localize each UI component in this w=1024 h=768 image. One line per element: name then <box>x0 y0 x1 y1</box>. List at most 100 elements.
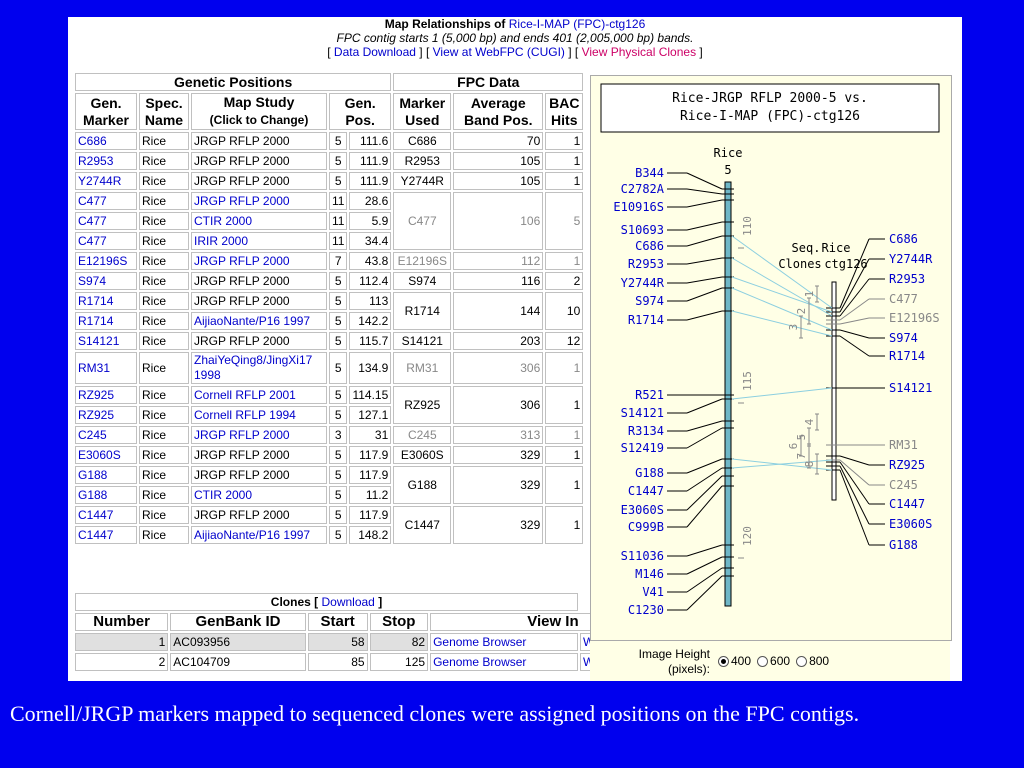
map-study-cell: JRGP RFLP 2000 <box>191 332 327 350</box>
left-marker-connector <box>686 235 723 247</box>
marker-used: E3060S <box>393 446 452 464</box>
gen-marker-link[interactable]: S14121 <box>75 332 137 350</box>
map-study-cell: JRGP RFLP 2000 <box>191 466 327 484</box>
gen-marker-link[interactable]: C477 <box>75 232 137 250</box>
genetic-position: 113 <box>349 292 392 310</box>
height-option-800[interactable]: 800 <box>796 654 829 668</box>
gen-marker-link[interactable]: C245 <box>75 426 137 444</box>
scale-tick-label: 120 <box>741 526 754 546</box>
right-map-label: Rice <box>822 241 851 255</box>
genome-browser-link[interactable]: Genome Browser <box>430 653 578 671</box>
genetic-position: 114.15 <box>349 386 392 404</box>
page-title: Map Relationships of <box>384 17 509 31</box>
left-marker-label: C999B <box>628 520 664 534</box>
data-download-link[interactable]: Data Download <box>333 45 416 59</box>
gen-marker-link[interactable]: C686 <box>75 132 137 150</box>
map-study-cell[interactable]: Cornell RFLP 1994 <box>191 406 327 424</box>
map-study-cell[interactable]: JRGP RFLP 2000 <box>191 192 327 210</box>
chromosome-number: 5 <box>329 172 348 190</box>
image-height-label: Image Height <box>638 647 710 661</box>
clones-download-link[interactable]: Download <box>321 595 375 609</box>
left-marker-connector <box>686 467 723 492</box>
average-band-pos: 70 <box>453 132 544 150</box>
gen-marker-link[interactable]: RZ925 <box>75 406 137 424</box>
chromosome-number: 5 <box>329 332 348 350</box>
chromosome-number: 5 <box>329 506 348 524</box>
genetic-position: 31 <box>349 426 392 444</box>
genetic-row: C1447 Rice AijiaoNante/P16 1997 5 148.2 <box>75 526 583 544</box>
average-band-pos: 313 <box>453 426 544 444</box>
map-study-cell[interactable]: IRIR 2000 <box>191 232 327 250</box>
gen-marker-link[interactable]: RM31 <box>75 352 137 384</box>
gen-marker-link[interactable]: G188 <box>75 486 137 504</box>
slide-caption: Cornell/JRGP markers mapped to sequenced… <box>10 701 860 726</box>
map-study-cell[interactable]: CTIR 2000 <box>191 212 327 230</box>
col-bac-hits: BAC Hits <box>545 93 584 130</box>
radio-icon[interactable] <box>718 656 729 668</box>
left-marker-label: S10693 <box>621 223 664 237</box>
genetic-row: C1447 Rice JRGP RFLP 2000 5 117.9 C1447 329 1 <box>75 506 584 544</box>
height-option-600[interactable]: 600 <box>757 654 790 668</box>
height-option-400[interactable]: 400 <box>718 654 751 668</box>
col-map-study[interactable]: Map Study (Click to Change) <box>191 93 327 130</box>
left-marker-connector <box>686 567 723 593</box>
radio-icon[interactable] <box>796 656 808 668</box>
physical-clones-link[interactable]: View Physical Clones <box>581 45 697 59</box>
marker-used: C1447 <box>393 506 452 544</box>
gen-marker-link[interactable]: C1447 <box>75 526 137 544</box>
bac-hits: 1 <box>545 466 584 504</box>
left-marker-connector <box>686 287 723 302</box>
map-study-cell[interactable]: JRGP RFLP 2000 <box>191 426 327 444</box>
gen-marker-link[interactable]: Y2744R <box>75 172 137 190</box>
gen-marker-link[interactable]: G188 <box>75 466 137 484</box>
genetic-row: C477 Rice CTIR 2000 11 5.9 <box>75 212 583 230</box>
map-study-cell[interactable]: CTIR 2000 <box>191 486 327 504</box>
genetic-position: 134.9 <box>349 352 392 384</box>
height-option-label: 800 <box>809 654 830 668</box>
genetic-row: G188 Rice CTIR 2000 5 11.2 <box>75 486 583 504</box>
contig-link[interactable]: Rice-I-MAP (FPC)-ctg126 <box>508 17 646 31</box>
left-marker-label: R521 <box>635 388 664 402</box>
left-marker-connector <box>686 398 723 414</box>
right-marker-connector <box>839 465 870 525</box>
right-marker-connector <box>839 278 870 317</box>
marker-used: Y2744R <box>393 172 452 190</box>
map-study-cell[interactable]: Cornell RFLP 2001 <box>191 386 327 404</box>
gen-marker-link[interactable]: R1714 <box>75 292 137 310</box>
map-study-cell[interactable]: ZhaiYeQing8/JingXi17 1998 <box>191 352 327 384</box>
left-marker-connector <box>686 276 723 284</box>
chromosome-number: 11 <box>329 232 348 250</box>
average-band-pos: 203 <box>453 332 544 350</box>
genetic-row: E12196S Rice JRGP RFLP 2000 7 43.8 E12196S 112… <box>75 252 584 270</box>
right-marker-label: RM31 <box>889 438 918 452</box>
correspondence-line <box>731 458 833 471</box>
gen-marker-link[interactable]: C477 <box>75 212 137 230</box>
screenshot-panel: Map Relationships of Rice-I-MAP (FPC)-ct… <box>68 17 962 681</box>
gen-marker-link[interactable]: C1447 <box>75 506 137 524</box>
chromosome-number: 5 <box>329 526 348 544</box>
clone-stop: 125 <box>369 653 429 671</box>
col-gen-pos: Gen. Pos. <box>329 93 392 130</box>
gen-marker-link[interactable]: R2953 <box>75 152 137 170</box>
map-study-cell[interactable]: AijiaoNante/P16 1997 <box>191 312 327 330</box>
genbank-id: AC104709 <box>170 653 306 671</box>
map-study-cell[interactable]: AijiaoNante/P16 1997 <box>191 526 327 544</box>
genetic-row: E3060S Rice JRGP RFLP 2000 5 117.9 E3060S 329 1 <box>75 446 584 464</box>
webfpc-link[interactable]: View at WebFPC (CUGI) <box>432 45 565 59</box>
clone-number-label: 3 <box>787 324 800 331</box>
clone-start: 58 <box>307 633 368 651</box>
species-name: Rice <box>139 446 189 464</box>
left-marker-label: E10916S <box>613 200 664 214</box>
correspondence-line <box>731 287 833 331</box>
figure-title-box <box>600 83 940 133</box>
gen-marker-link[interactable]: RZ925 <box>75 386 137 404</box>
genome-browser-link[interactable]: Genome Browser <box>430 633 578 651</box>
gen-marker-link[interactable]: R1714 <box>75 312 137 330</box>
chromosome-number: 5 <box>329 132 348 150</box>
gen-marker-link[interactable]: C477 <box>75 192 137 210</box>
gen-marker-link[interactable]: S974 <box>75 272 137 290</box>
radio-icon[interactable] <box>757 656 769 668</box>
gen-marker-link[interactable]: E12196S <box>75 252 137 270</box>
gen-marker-link[interactable]: E3060S <box>75 446 137 464</box>
map-study-cell[interactable]: JRGP RFLP 2000 <box>191 252 327 270</box>
